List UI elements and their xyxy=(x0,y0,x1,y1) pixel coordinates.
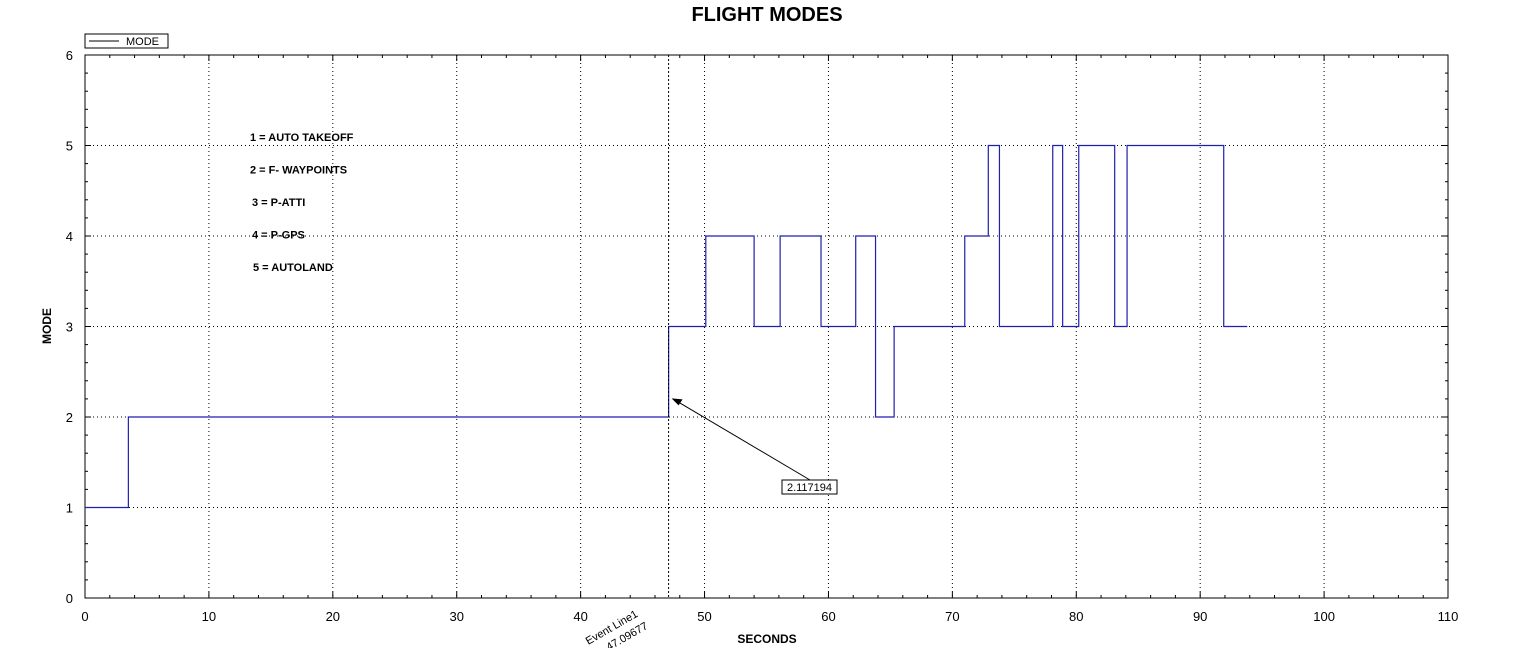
x-tick-label: 10 xyxy=(202,609,216,624)
y-axis-title: MODE xyxy=(40,308,54,344)
x-axis-title: SECONDS xyxy=(737,632,796,646)
x-tick-label: 80 xyxy=(1069,609,1083,624)
y-tick-label: 1 xyxy=(66,501,73,516)
annotation-box xyxy=(781,479,838,495)
annotation-arrow-line xyxy=(675,399,811,481)
x-tick-label: 100 xyxy=(1313,609,1335,624)
x-tick-label: 70 xyxy=(945,609,959,624)
minor-ticks xyxy=(84,54,1449,599)
mode-note: 5 = AUTOLAND xyxy=(253,262,333,274)
series-group xyxy=(85,144,1248,509)
x-tick-label: 90 xyxy=(1193,609,1207,624)
x-tick-label: 0 xyxy=(81,609,88,624)
x-tick-label: 20 xyxy=(326,609,340,624)
x-tick-label: 110 xyxy=(1438,609,1459,624)
x-tick-label: 40 xyxy=(573,609,587,624)
mode-note: 4 = P-GPS xyxy=(252,230,305,242)
annotation-value: 2.117194 xyxy=(787,482,832,494)
y-tick-label: 5 xyxy=(66,139,73,154)
y-tick-label: 0 xyxy=(66,591,73,606)
legend-box xyxy=(84,33,169,49)
x-tick-label: 60 xyxy=(821,609,835,624)
series-line-mode xyxy=(85,144,1248,509)
y-tick-label: 6 xyxy=(66,48,73,63)
x-tick-label: 30 xyxy=(449,609,463,624)
y-tick-label: 2 xyxy=(66,410,73,425)
y-tick-label: 4 xyxy=(66,229,73,244)
annotation-arrowhead xyxy=(671,398,683,406)
legend: MODE xyxy=(84,33,169,49)
legend-label: MODE xyxy=(126,36,159,48)
mode-note: 1 = AUTO TAKEOFF xyxy=(250,132,354,144)
y-tick-label: 3 xyxy=(66,320,73,335)
mode-note: 2 = F- WAYPOINTS xyxy=(250,165,347,177)
tick-labels: 0 10 20 30 40 50 60 70 80 90 100 110 0 1 2 3 4 5 6 xyxy=(66,48,1459,624)
mode-notes: 1 = AUTO TAKEOFF 2 = F- WAYPOINTS 3 = P-AT… xyxy=(250,132,354,274)
chart-title: FLIGHT MODES xyxy=(691,4,842,26)
x-tick-label: 50 xyxy=(697,609,711,624)
mode-note: 3 = P-ATTI xyxy=(252,197,305,209)
grid-lines xyxy=(85,55,1448,598)
